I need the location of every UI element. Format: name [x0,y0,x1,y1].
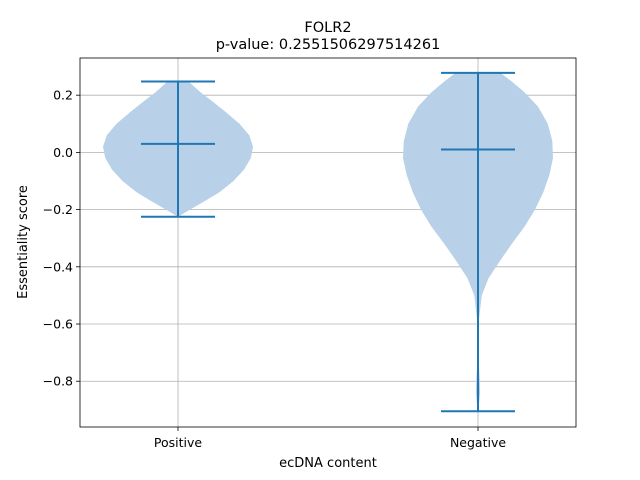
y-tick-label: −0.4 [43,259,73,274]
y-tick-label: −0.8 [43,374,73,389]
chart-title: FOLR2 [304,20,351,36]
x-tick-label: Positive [154,435,202,450]
chart-subtitle: p-value: 0.2551506297514261 [216,37,441,53]
y-tick-label: −0.6 [43,317,73,332]
x-axis-label: ecDNA content [279,456,377,471]
tick-layer: 0.2 0.0 −0.2 −0.4 −0.6 −0.8 Positive Negative [43,88,507,450]
y-tick-label: −0.2 [43,202,73,217]
y-tick-label: 0.2 [53,88,73,103]
plot-frame [79,57,577,428]
y-axis-label: Essentiality score [16,185,31,299]
violin-layer [103,71,553,413]
y-tick-label: 0.0 [53,145,73,160]
x-tick-label: Negative [450,435,506,450]
